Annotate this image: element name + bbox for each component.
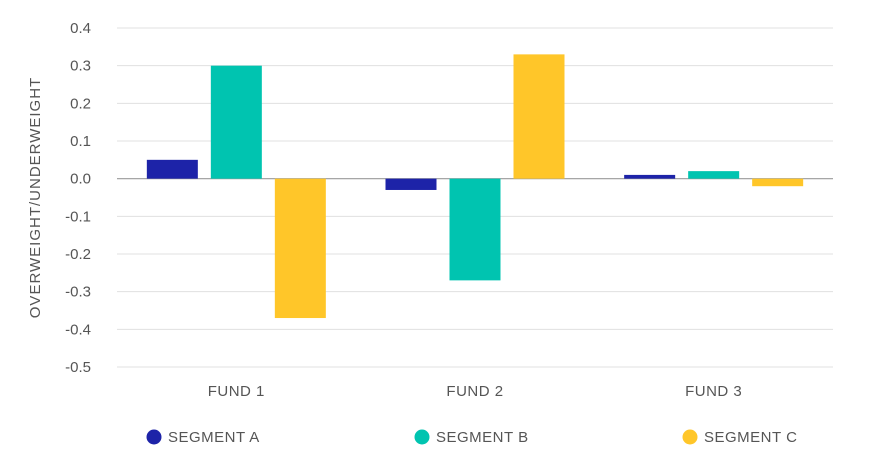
bar-segment-c-fund-3: [752, 178, 804, 187]
x-category-label: FUND 1: [208, 383, 265, 400]
y-tick-label: -0.1: [65, 208, 91, 225]
bar-segment-b-fund-3: [688, 171, 740, 179]
y-tick-label: 0.2: [70, 95, 91, 112]
x-category-label: FUND 2: [446, 383, 503, 400]
legend-marker: [682, 429, 698, 445]
bar-segment-a-fund-3: [624, 174, 676, 179]
y-tick-label: 0.3: [70, 58, 91, 75]
y-tick-label: 0.4: [70, 20, 91, 37]
x-axis-labels: FUND 1 FUND 2 FUND 3: [208, 383, 742, 400]
y-tick-label: 0.0: [70, 171, 91, 188]
y-axis-ticks: 0.4 0.3 0.2 0.1 0.0 -0.1 -0.2 -0.3 -0.4 -0.5: [65, 20, 91, 376]
y-tick-label: -0.3: [65, 284, 91, 301]
bar-segment-a-fund-1: [146, 159, 198, 179]
y-tick-label: 0.1: [70, 133, 91, 150]
y-tick-label: -0.4: [65, 321, 91, 338]
bar-segment-c-fund-2: [513, 54, 565, 179]
bar-segment-b-fund-1: [210, 65, 262, 179]
y-axis-title: OVERWEIGHT/UNDERWEIGHT: [27, 77, 44, 318]
legend-marker: [146, 429, 162, 445]
bar-segment-c-fund-1: [274, 178, 326, 319]
legend-label: SEGMENT C: [704, 429, 797, 446]
legend-label: SEGMENT A: [168, 429, 260, 446]
y-tick-label: -0.5: [65, 359, 91, 376]
legend: SEGMENT A SEGMENT B SEGMENT C: [146, 429, 797, 446]
y-tick-label: -0.2: [65, 246, 91, 263]
legend-label: SEGMENT B: [436, 429, 529, 446]
bar-segment-b-fund-2: [449, 178, 501, 281]
bar-segment-a-fund-2: [385, 178, 437, 190]
legend-marker: [414, 429, 430, 445]
x-category-label: FUND 3: [685, 383, 742, 400]
bars: [146, 54, 804, 319]
